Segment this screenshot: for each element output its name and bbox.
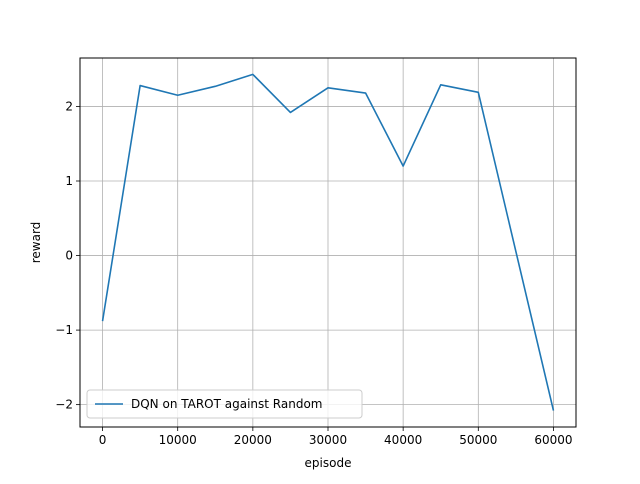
y-tick-label: 1 <box>65 174 73 188</box>
x-axis-label: episode <box>305 456 352 470</box>
y-tick-label: 0 <box>65 249 73 263</box>
y-axis-ticks: −2 −1 0 1 2 <box>55 99 80 412</box>
legend-label: DQN on TAROT against Random <box>131 397 323 411</box>
y-tick-label: 2 <box>65 99 73 113</box>
x-tick-label: 40000 <box>384 433 422 447</box>
x-tick-label: 0 <box>99 433 107 447</box>
series-layer <box>101 73 555 411</box>
x-axis-ticks: 0 10000 20000 30000 40000 50000 60000 <box>99 427 573 447</box>
x-tick-label: 20000 <box>234 433 272 447</box>
x-tick-label: 30000 <box>309 433 347 447</box>
x-tick-label: 60000 <box>534 433 572 447</box>
series-line <box>101 73 555 411</box>
y-tick-label: −2 <box>55 398 73 412</box>
legend: DQN on TAROT against Random <box>86 389 363 419</box>
x-tick-label: 50000 <box>459 433 497 447</box>
grid-lines <box>80 58 576 427</box>
y-tick-label: −1 <box>55 323 73 337</box>
x-tick-label: 10000 <box>159 433 197 447</box>
legend-box <box>86 389 363 419</box>
y-axis-label: reward <box>29 222 43 264</box>
